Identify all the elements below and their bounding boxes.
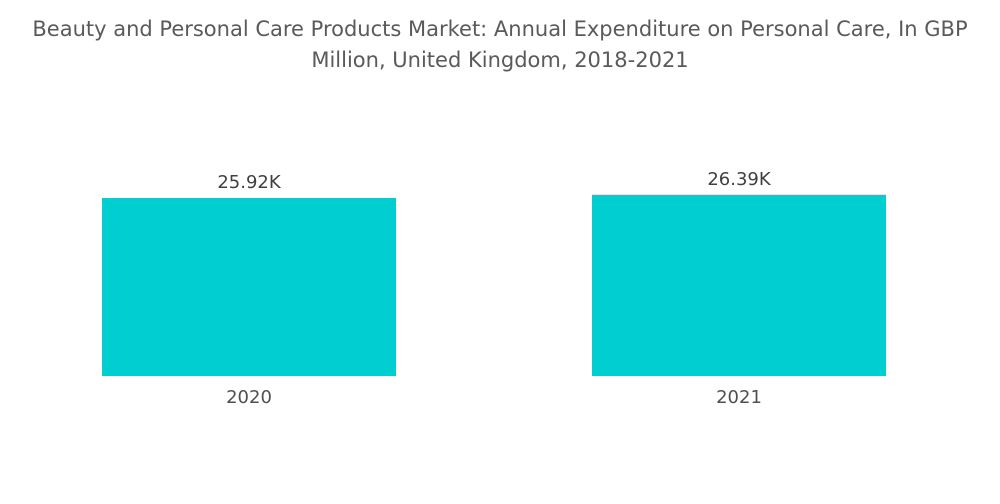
bars-layer bbox=[102, 194, 886, 376]
bar-2020 bbox=[102, 198, 396, 376]
data-label-2020: 25.92K bbox=[217, 172, 282, 193]
x-tick-label-2021: 2021 bbox=[716, 387, 762, 408]
labels-layer: 25.92K 26.39K bbox=[217, 169, 772, 193]
bar-2021 bbox=[592, 194, 886, 376]
x-axis-ticks: 2020 2021 bbox=[226, 387, 762, 408]
chart-title: Beauty and Personal Care Products Market… bbox=[32, 17, 968, 72]
data-label-2021: 26.39K bbox=[707, 169, 772, 190]
x-tick-label-2020: 2020 bbox=[226, 387, 272, 408]
